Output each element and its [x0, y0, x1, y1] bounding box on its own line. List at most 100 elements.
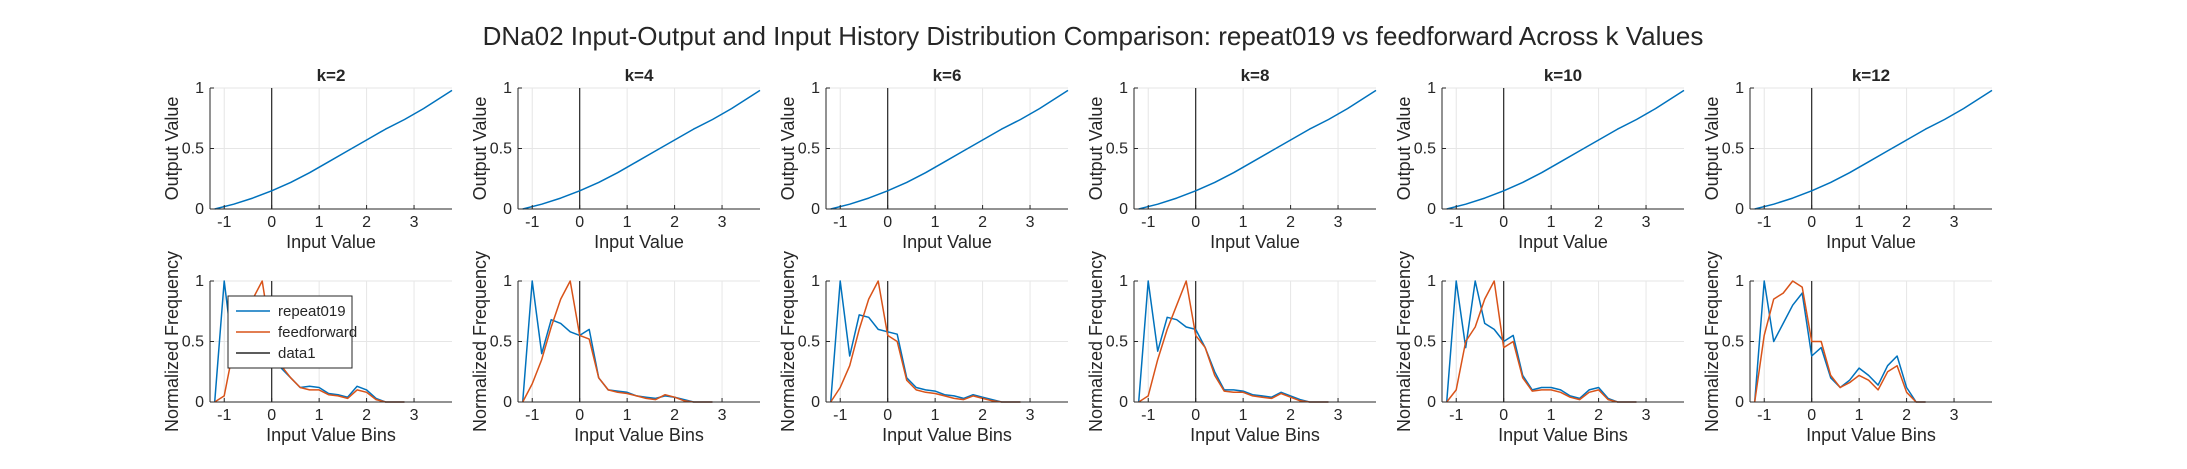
- x-tick-label: 2: [1594, 407, 1603, 424]
- x-tick-label: 1: [315, 214, 324, 231]
- x-tick-label: 2: [1902, 407, 1911, 424]
- legend: repeat019 feedforward data1: [227, 295, 357, 369]
- x-tick-label: -1: [833, 214, 847, 231]
- series-line-repeat019: [1446, 89, 1685, 210]
- legend-label: data1: [278, 345, 316, 362]
- panel-title: k=10: [1544, 66, 1582, 85]
- series-line-repeat019: [1445, 280, 1637, 403]
- x-tick-label: 2: [670, 407, 679, 424]
- x-tick-label: 3: [1334, 407, 1343, 424]
- y-axis-label: Output Value: [1394, 97, 1414, 201]
- series-line-repeat019: [830, 89, 1069, 210]
- x-axis-label: Input Value: [1210, 232, 1300, 252]
- y-axis-label: Normalized Frequency: [778, 251, 798, 432]
- x-tick-label: 1: [1547, 407, 1556, 424]
- panel-title: k=6: [933, 66, 962, 85]
- x-tick-label: -1: [525, 214, 539, 231]
- x-tick-label: 1: [623, 407, 632, 424]
- x-tick-label: 1: [1855, 214, 1864, 231]
- x-tick-label: 2: [1286, 407, 1295, 424]
- y-tick-label: 1: [195, 80, 204, 97]
- x-tick-label: -1: [1757, 407, 1771, 424]
- y-axis-label: Output Value: [1086, 97, 1106, 201]
- x-axis-label: Input Value Bins: [1806, 425, 1936, 445]
- x-tick-label: 1: [315, 407, 324, 424]
- x-tick-label: 1: [1239, 214, 1248, 231]
- y-tick-label: 1: [1735, 273, 1744, 290]
- panel-title: k=4: [625, 66, 654, 85]
- y-tick-label: 1: [811, 80, 820, 97]
- series-line-feedforward: [522, 280, 713, 403]
- series-line-repeat019: [214, 89, 453, 210]
- x-tick-label: 1: [931, 407, 940, 424]
- x-tick-label: 3: [1642, 407, 1651, 424]
- y-tick-label: 0: [1119, 201, 1128, 218]
- x-axis-label: Input Value Bins: [1190, 425, 1320, 445]
- y-tick-label: 0.5: [1106, 141, 1128, 158]
- x-axis-label: Input Value Bins: [882, 425, 1012, 445]
- y-tick-label: 0: [503, 394, 512, 411]
- y-tick-label: 0.5: [1722, 334, 1744, 351]
- y-axis-label: Normalized Frequency: [162, 251, 182, 432]
- x-tick-label: 3: [1950, 214, 1959, 231]
- x-tick-label: -1: [1449, 407, 1463, 424]
- x-tick-label: -1: [217, 214, 231, 231]
- y-axis-label: Output Value: [162, 97, 182, 201]
- x-tick-label: 0: [883, 407, 892, 424]
- x-tick-label: 0: [1499, 407, 1508, 424]
- x-tick-label: 0: [1807, 214, 1816, 231]
- x-tick-label: 3: [718, 407, 727, 424]
- y-tick-label: 1: [1119, 273, 1128, 290]
- y-tick-label: 0.5: [1414, 141, 1436, 158]
- y-tick-label: 0.5: [798, 334, 820, 351]
- y-tick-label: 1: [503, 273, 512, 290]
- x-tick-label: 2: [670, 214, 679, 231]
- x-tick-label: 0: [575, 214, 584, 231]
- y-tick-label: 0: [811, 201, 820, 218]
- y-tick-label: 0.5: [490, 334, 512, 351]
- y-tick-label: 0.5: [1414, 334, 1436, 351]
- x-axis-label: Input Value: [1518, 232, 1608, 252]
- x-tick-label: 3: [718, 214, 727, 231]
- x-axis-label: Input Value: [1826, 232, 1916, 252]
- x-axis-label: Input Value: [286, 232, 376, 252]
- series-line-feedforward: [1753, 280, 1926, 403]
- series-line-feedforward: [1446, 280, 1637, 403]
- series-line-repeat019: [522, 89, 761, 210]
- x-tick-label: 0: [1807, 407, 1816, 424]
- x-axis-label: Input Value: [902, 232, 992, 252]
- panel-title: k=12: [1852, 66, 1890, 85]
- x-tick-label: -1: [833, 407, 847, 424]
- x-tick-label: 3: [1026, 214, 1035, 231]
- x-tick-label: 1: [1239, 407, 1248, 424]
- x-tick-label: 2: [362, 407, 371, 424]
- x-tick-label: 0: [575, 407, 584, 424]
- y-axis-label: Normalized Frequency: [470, 251, 490, 432]
- x-tick-label: 2: [1902, 214, 1911, 231]
- x-axis-label: Input Value Bins: [574, 425, 704, 445]
- x-tick-label: -1: [1141, 407, 1155, 424]
- x-tick-label: 2: [978, 407, 987, 424]
- x-tick-label: 1: [1855, 407, 1864, 424]
- x-tick-label: 3: [1334, 214, 1343, 231]
- series-line-repeat019: [829, 280, 1021, 403]
- series-line-repeat019: [1754, 89, 1993, 210]
- y-tick-label: 1: [503, 80, 512, 97]
- y-axis-label: Output Value: [1702, 97, 1722, 201]
- y-tick-label: 1: [1427, 273, 1436, 290]
- series-line-repeat019: [1137, 280, 1329, 403]
- x-axis-label: Input Value: [594, 232, 684, 252]
- x-tick-label: 3: [1026, 407, 1035, 424]
- y-tick-label: 0: [811, 394, 820, 411]
- y-tick-label: 1: [1735, 80, 1744, 97]
- y-tick-label: 0: [503, 201, 512, 218]
- x-axis-label: Input Value Bins: [266, 425, 396, 445]
